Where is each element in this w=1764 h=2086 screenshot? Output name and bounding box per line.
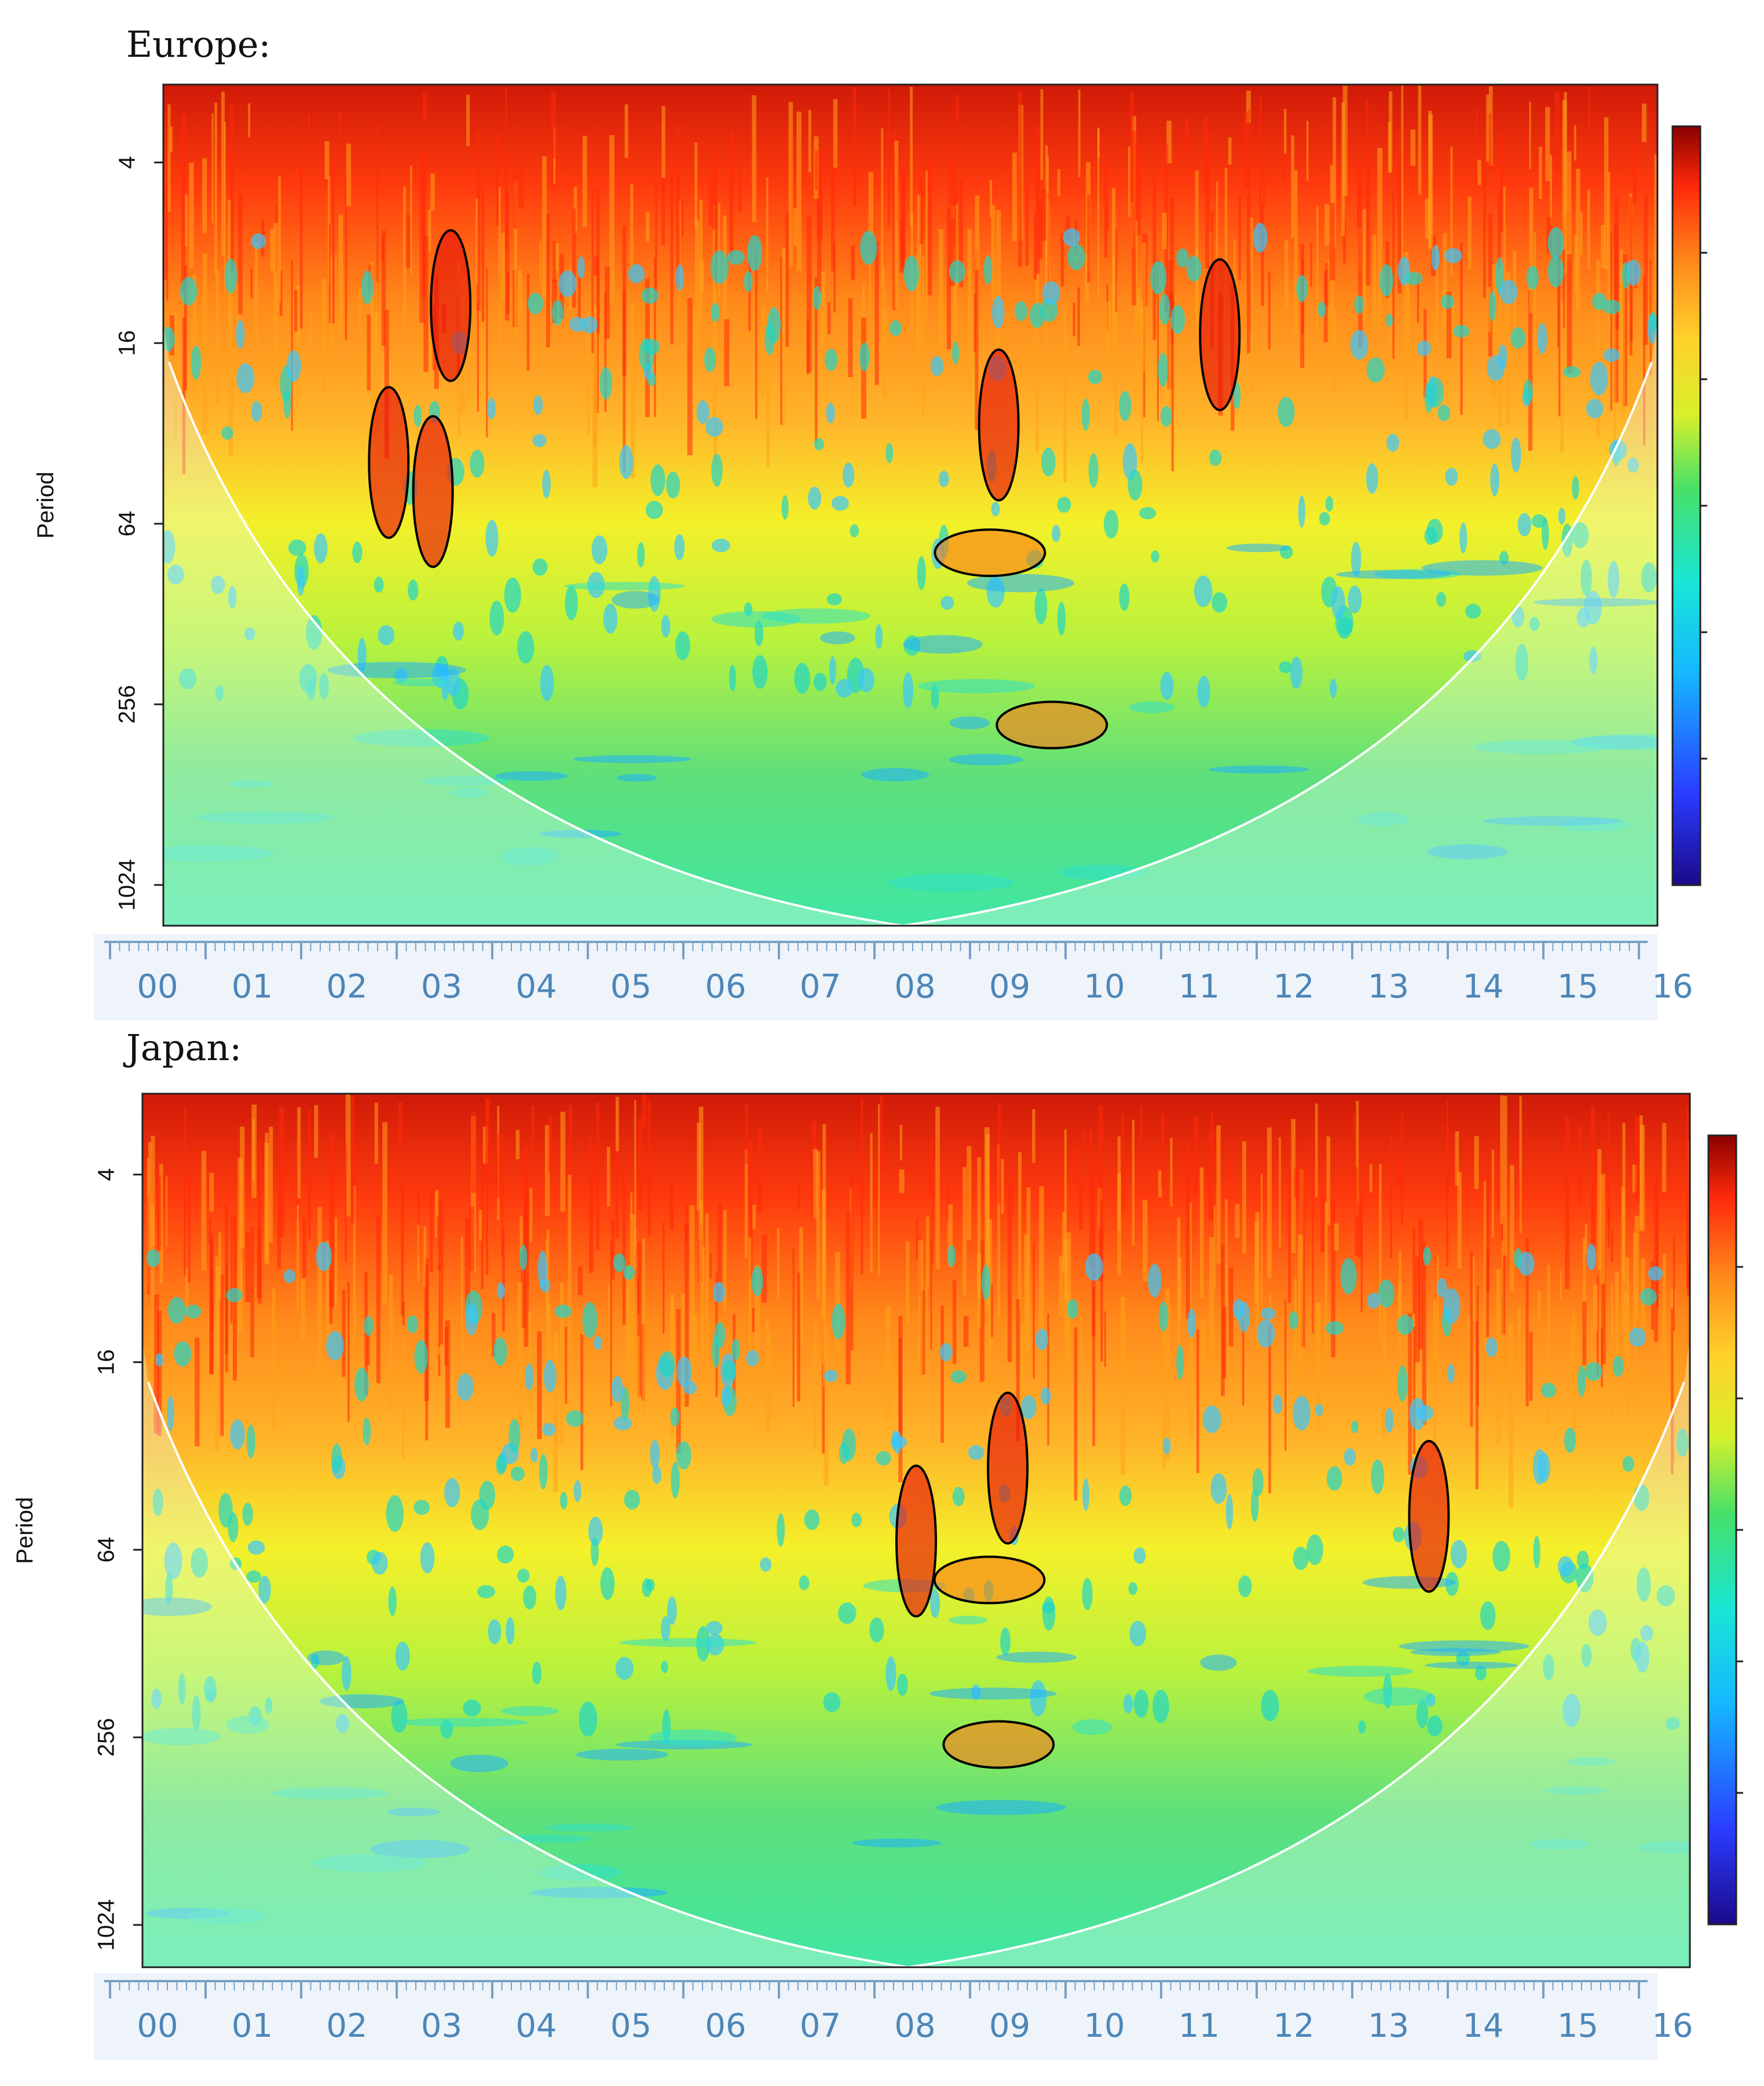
x-tick-label: 09 — [989, 2007, 1030, 2045]
x-tick-label: 12 — [1273, 2007, 1314, 2045]
x-tick-label: 00 — [137, 2007, 178, 2045]
coi-shade — [142, 1338, 1690, 1967]
panel-title: Japan: — [123, 1026, 241, 1069]
panel-title: Europe: — [126, 23, 270, 65]
y-tick-label: 64 — [94, 1537, 119, 1563]
x-tick-label: 02 — [326, 2007, 367, 2045]
y-tick-label: 256 — [115, 685, 140, 724]
y-tick-label: 4 — [115, 156, 140, 169]
x-tick-label: 14 — [1462, 2007, 1503, 2045]
x-tick-label: 02 — [326, 968, 367, 1006]
power-texture — [142, 1094, 1690, 1924]
x-tick-label: 07 — [800, 2007, 841, 2045]
y-axis-label: Period — [12, 1497, 38, 1564]
x-tick-label: 04 — [515, 968, 557, 1006]
x-tick-label: 12 — [1273, 968, 1314, 1006]
panel-europe: Europe: 4 16 64 256 1024 Period 00 01 02 03 04 05 06 0… — [33, 23, 1707, 1021]
y-tick-label: 16 — [94, 1349, 119, 1375]
y-axis-label: Period — [33, 472, 58, 539]
significance-contour — [895, 1464, 937, 1618]
significance-contour — [430, 229, 472, 382]
x-tick-label: 00 — [137, 968, 178, 1006]
x-tick-label: 16 — [1652, 2007, 1693, 2045]
x-tick-label: 11 — [1179, 2007, 1220, 2045]
x-tick-label: 16 — [1652, 968, 1693, 1006]
x-tick-label: 04 — [515, 2007, 557, 2045]
x-tick-label: 06 — [705, 968, 746, 1006]
x-tick-label: 14 — [1462, 968, 1503, 1006]
significance-contour — [942, 1720, 1055, 1769]
x-tick-label: 13 — [1368, 968, 1409, 1006]
x-tick-label: 15 — [1557, 2007, 1598, 2045]
x-tick-label: 01 — [232, 968, 273, 1006]
y-tick-label: 1024 — [115, 859, 140, 911]
x-tick-label: 06 — [705, 2007, 746, 2045]
x-tick-label: 01 — [232, 2007, 273, 2045]
x-tick-label: 03 — [421, 2007, 462, 2045]
y-tick-label: 1024 — [94, 1899, 119, 1950]
significance-contour — [1199, 258, 1241, 411]
x-tick-label: 10 — [1084, 2007, 1125, 2045]
plot-frame — [141, 1093, 1691, 1968]
y-tick-label: 4 — [94, 1168, 119, 1181]
y-tick-label: 64 — [115, 511, 140, 537]
colorbar — [1671, 125, 1701, 886]
plot-frame — [162, 83, 1659, 927]
significance-contour — [933, 1555, 1046, 1605]
significance-contour — [934, 528, 1046, 578]
x-tick-label: 05 — [610, 2007, 652, 2045]
x-tick-label: 08 — [894, 2007, 935, 2045]
x-tick-label: 08 — [894, 968, 935, 1006]
x-tick-label: 13 — [1368, 2007, 1409, 2045]
significance-contour — [1408, 1440, 1450, 1593]
y-tick-label: 16 — [115, 330, 140, 356]
x-tick-label: 10 — [1084, 968, 1125, 1006]
colorbar — [1707, 1134, 1737, 1926]
coi-shade — [163, 320, 1657, 926]
panel-japan: Japan: 4 16 64 256 1024 Period 00 01 02 03 04 05 06 07… — [12, 1026, 1743, 2060]
x-tick-label: 09 — [989, 968, 1030, 1006]
significance-contour — [996, 700, 1108, 750]
x-tick-label: 15 — [1557, 968, 1598, 1006]
significance-contour — [412, 415, 454, 568]
x-tick-label: 05 — [610, 968, 652, 1006]
x-tick-label: 11 — [1179, 968, 1220, 1006]
significance-contour — [978, 348, 1020, 502]
significance-contour — [368, 386, 410, 539]
x-tick-label: 03 — [421, 968, 462, 1006]
y-tick-label: 256 — [94, 1718, 119, 1757]
significance-contour — [987, 1391, 1029, 1545]
x-tick-label: 07 — [800, 968, 841, 1006]
